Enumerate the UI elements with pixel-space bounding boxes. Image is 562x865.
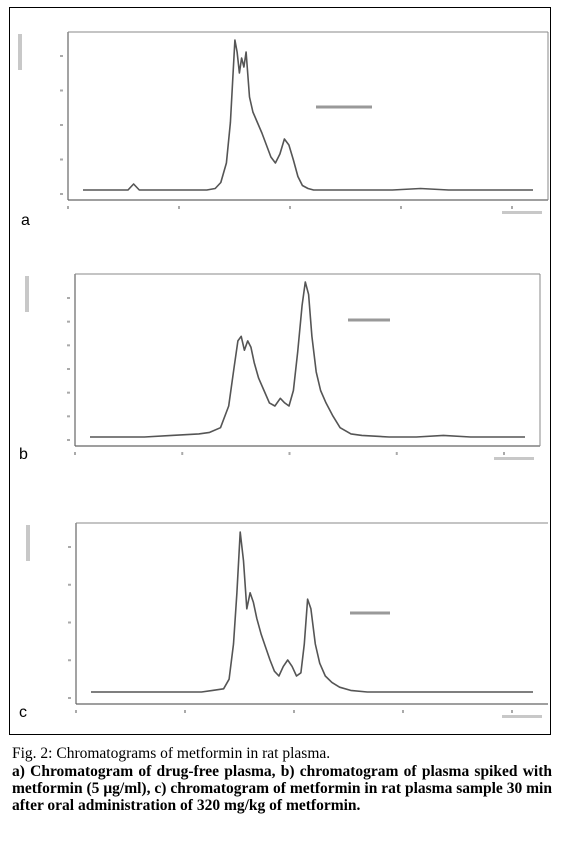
caption-title: Fig. 2: Chromatograms of metformin in ra… <box>12 745 331 762</box>
y-axis-title-smudge-a <box>18 34 22 70</box>
figure-frame <box>9 7 551 735</box>
caption-body: a) Chromatogram of drug-free plasma, b) … <box>12 763 552 814</box>
chromatogram-trace-c <box>91 531 533 693</box>
x-axis-title-smudge-a <box>502 211 542 214</box>
panel-label-b: b <box>19 446 28 463</box>
chromatogram-trace-a <box>83 39 533 191</box>
x-axis-title-smudge-b <box>494 457 534 460</box>
chromatogram-figure <box>18 31 549 718</box>
panel-label-a: a <box>21 212 30 229</box>
y-axis-title-smudge-c <box>26 525 30 561</box>
panel-label-c: c <box>19 704 27 721</box>
chromatogram-trace-b <box>90 281 525 438</box>
figure-caption: Fig. 2: Chromatograms of metformin in ra… <box>12 745 552 814</box>
y-axis-title-smudge-b <box>25 276 29 312</box>
x-axis-title-smudge-c <box>502 715 542 718</box>
